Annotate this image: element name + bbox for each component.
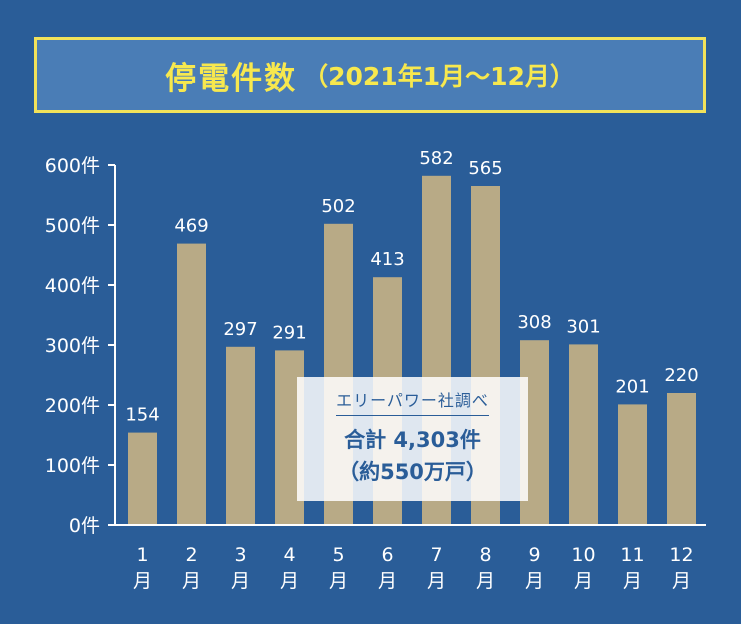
y-tick-label: 500件 <box>45 215 100 237</box>
x-tick-label-number: 10 <box>571 544 595 566</box>
x-tick-label-number: 6 <box>381 544 393 566</box>
x-tick-label-number: 3 <box>234 544 246 566</box>
x-tick-label-number: 8 <box>479 544 491 566</box>
bar <box>618 404 647 525</box>
source-note: エリーパワー社調べ <box>336 387 489 416</box>
x-tick-label-unit: 月 <box>672 570 691 592</box>
x-tick-label-unit: 月 <box>623 570 642 592</box>
x-tick-label-unit: 月 <box>329 570 348 592</box>
y-tick-label: 0件 <box>69 515 100 537</box>
data-label: 308 <box>517 312 551 333</box>
data-label: 565 <box>468 158 502 179</box>
y-tick-label: 100件 <box>45 455 100 477</box>
x-tick-label-unit: 月 <box>231 570 250 592</box>
total-count: 合計 4,303件 <box>344 428 481 452</box>
source-note-box: エリーパワー社調べ 合計 4,303件 （約550万戸） <box>297 377 528 501</box>
data-label: 220 <box>664 365 698 386</box>
x-tick-label-unit: 月 <box>574 570 593 592</box>
x-tick-label-number: 5 <box>332 544 344 566</box>
x-tick-label-number: 12 <box>669 544 693 566</box>
bar <box>128 432 157 525</box>
chart-title-period: （2021年1月〜12月） <box>303 62 575 91</box>
y-tick-label: 400件 <box>45 275 100 297</box>
x-tick-label-unit: 月 <box>378 570 397 592</box>
x-tick-label-number: 1 <box>136 544 148 566</box>
data-label: 201 <box>615 376 649 397</box>
data-label: 297 <box>223 319 257 340</box>
bar <box>667 393 696 525</box>
x-tick-label-unit: 月 <box>427 570 446 592</box>
total-households: （約550万戸） <box>338 460 487 484</box>
chart-title-box: 停電件数 （2021年1月〜12月） <box>34 37 706 113</box>
x-tick-label-number: 9 <box>528 544 540 566</box>
y-tick-label: 600件 <box>45 155 100 177</box>
chart-title: 停電件数 <box>165 60 298 97</box>
x-tick-label-number: 7 <box>430 544 442 566</box>
data-label: 154 <box>125 405 159 426</box>
x-tick-label-unit: 月 <box>182 570 201 592</box>
x-tick-label-unit: 月 <box>133 570 152 592</box>
x-tick-label-unit: 月 <box>525 570 544 592</box>
x-tick-label-number: 11 <box>620 544 644 566</box>
bar <box>177 243 206 525</box>
data-label: 469 <box>174 216 208 237</box>
data-label: 301 <box>566 316 600 337</box>
data-label: 502 <box>321 196 355 217</box>
y-tick-label: 300件 <box>45 335 100 357</box>
data-label: 413 <box>370 249 404 270</box>
bar <box>226 346 255 525</box>
x-tick-label-unit: 月 <box>280 570 299 592</box>
data-label: 291 <box>272 322 306 343</box>
data-label: 582 <box>419 148 453 169</box>
bar <box>569 344 598 525</box>
y-tick-label: 200件 <box>45 395 100 417</box>
x-tick-label-unit: 月 <box>476 570 495 592</box>
x-tick-label-number: 4 <box>283 544 295 566</box>
x-tick-label-number: 2 <box>185 544 197 566</box>
